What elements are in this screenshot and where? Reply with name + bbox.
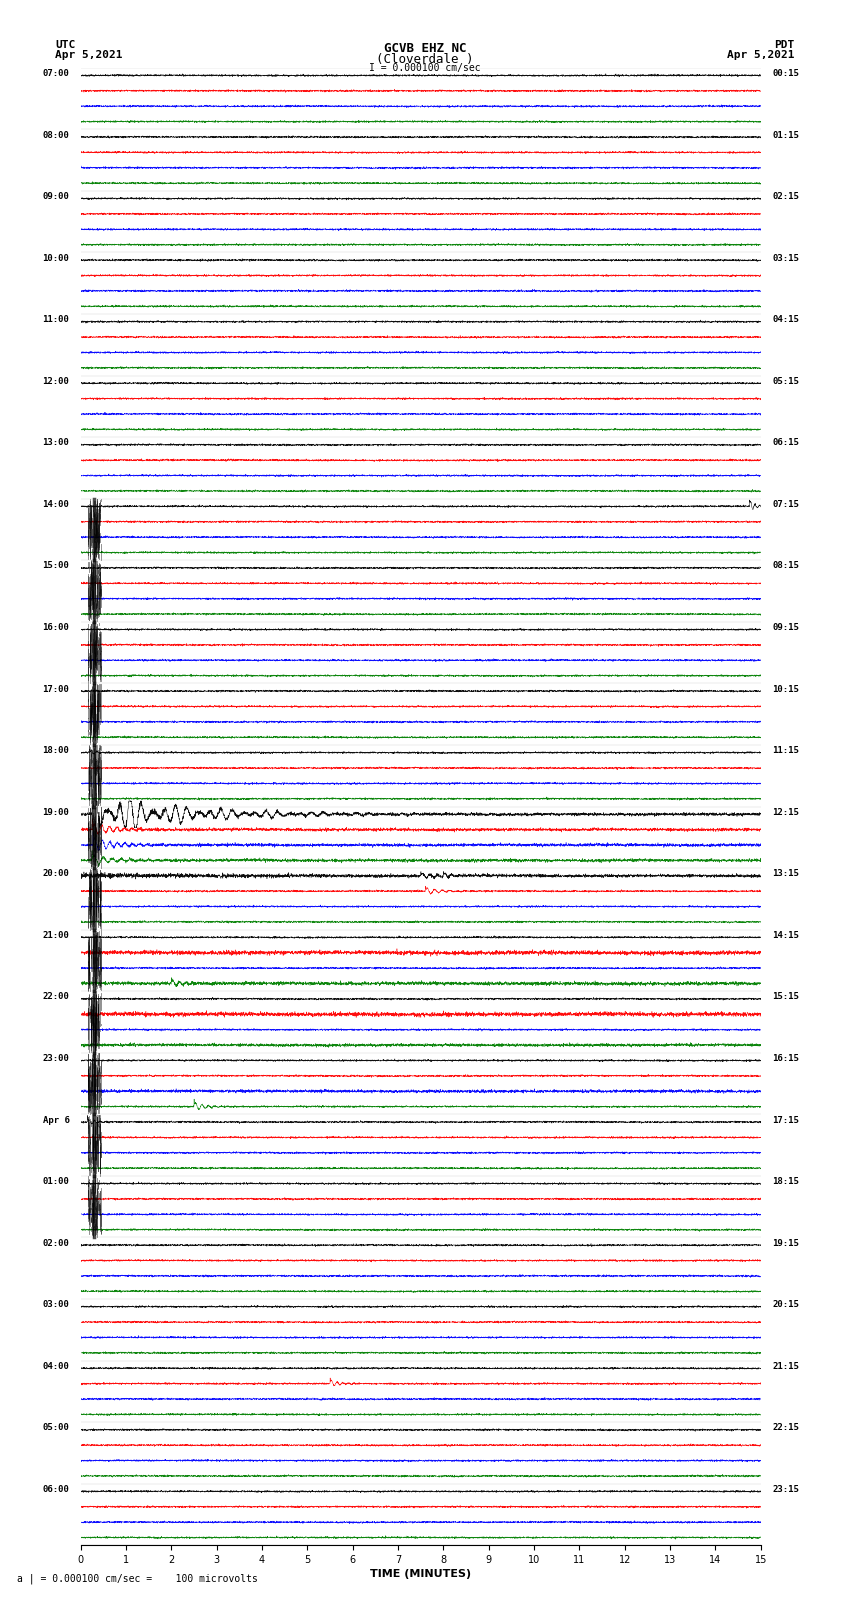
Text: 01:15: 01:15 [772,131,799,140]
Text: GCVB EHZ NC: GCVB EHZ NC [383,42,467,55]
Text: 12:15: 12:15 [772,808,799,816]
Text: 03:15: 03:15 [772,253,799,263]
Text: UTC: UTC [55,40,76,50]
Text: 02:15: 02:15 [772,192,799,202]
Text: 22:15: 22:15 [772,1423,799,1432]
Text: 00:15: 00:15 [772,69,799,77]
Text: 04:15: 04:15 [772,315,799,324]
Text: 20:00: 20:00 [42,869,70,879]
Text: 21:15: 21:15 [772,1361,799,1371]
Text: PDT: PDT [774,40,795,50]
Text: 23:00: 23:00 [42,1053,70,1063]
Text: Apr 6: Apr 6 [42,1116,70,1124]
Text: 07:15: 07:15 [772,500,799,510]
Text: 13:15: 13:15 [772,869,799,879]
Text: 08:00: 08:00 [42,131,70,140]
Text: 11:00: 11:00 [42,315,70,324]
Text: a | = 0.000100 cm/sec =    100 microvolts: a | = 0.000100 cm/sec = 100 microvolts [17,1573,258,1584]
Text: Apr 5,2021: Apr 5,2021 [728,50,795,60]
Text: 15:15: 15:15 [772,992,799,1002]
Text: 21:00: 21:00 [42,931,70,940]
Text: I = 0.000100 cm/sec: I = 0.000100 cm/sec [369,63,481,73]
Text: 08:15: 08:15 [772,561,799,571]
Text: 10:15: 10:15 [772,684,799,694]
Text: 15:00: 15:00 [42,561,70,571]
Text: 17:00: 17:00 [42,684,70,694]
Text: 06:15: 06:15 [772,439,799,447]
Text: 19:15: 19:15 [772,1239,799,1248]
Text: 22:00: 22:00 [42,992,70,1002]
Text: 16:00: 16:00 [42,623,70,632]
Text: 14:15: 14:15 [772,931,799,940]
Text: 13:00: 13:00 [42,439,70,447]
Text: 20:15: 20:15 [772,1300,799,1310]
Text: Apr 5,2021: Apr 5,2021 [55,50,122,60]
Text: 17:15: 17:15 [772,1116,799,1124]
Text: 23:15: 23:15 [772,1486,799,1494]
Text: 09:15: 09:15 [772,623,799,632]
Text: 19:00: 19:00 [42,808,70,816]
Text: 05:15: 05:15 [772,377,799,386]
Text: 18:15: 18:15 [772,1177,799,1186]
Text: 04:00: 04:00 [42,1361,70,1371]
Text: 03:00: 03:00 [42,1300,70,1310]
Text: (Cloverdale ): (Cloverdale ) [377,53,473,66]
Text: 11:15: 11:15 [772,747,799,755]
Text: 07:00: 07:00 [42,69,70,77]
Text: 02:00: 02:00 [42,1239,70,1248]
X-axis label: TIME (MINUTES): TIME (MINUTES) [371,1569,471,1579]
Text: 14:00: 14:00 [42,500,70,510]
Text: 10:00: 10:00 [42,253,70,263]
Text: 18:00: 18:00 [42,747,70,755]
Text: 01:00: 01:00 [42,1177,70,1186]
Text: 09:00: 09:00 [42,192,70,202]
Text: 05:00: 05:00 [42,1423,70,1432]
Text: 12:00: 12:00 [42,377,70,386]
Text: 06:00: 06:00 [42,1486,70,1494]
Text: 16:15: 16:15 [772,1053,799,1063]
